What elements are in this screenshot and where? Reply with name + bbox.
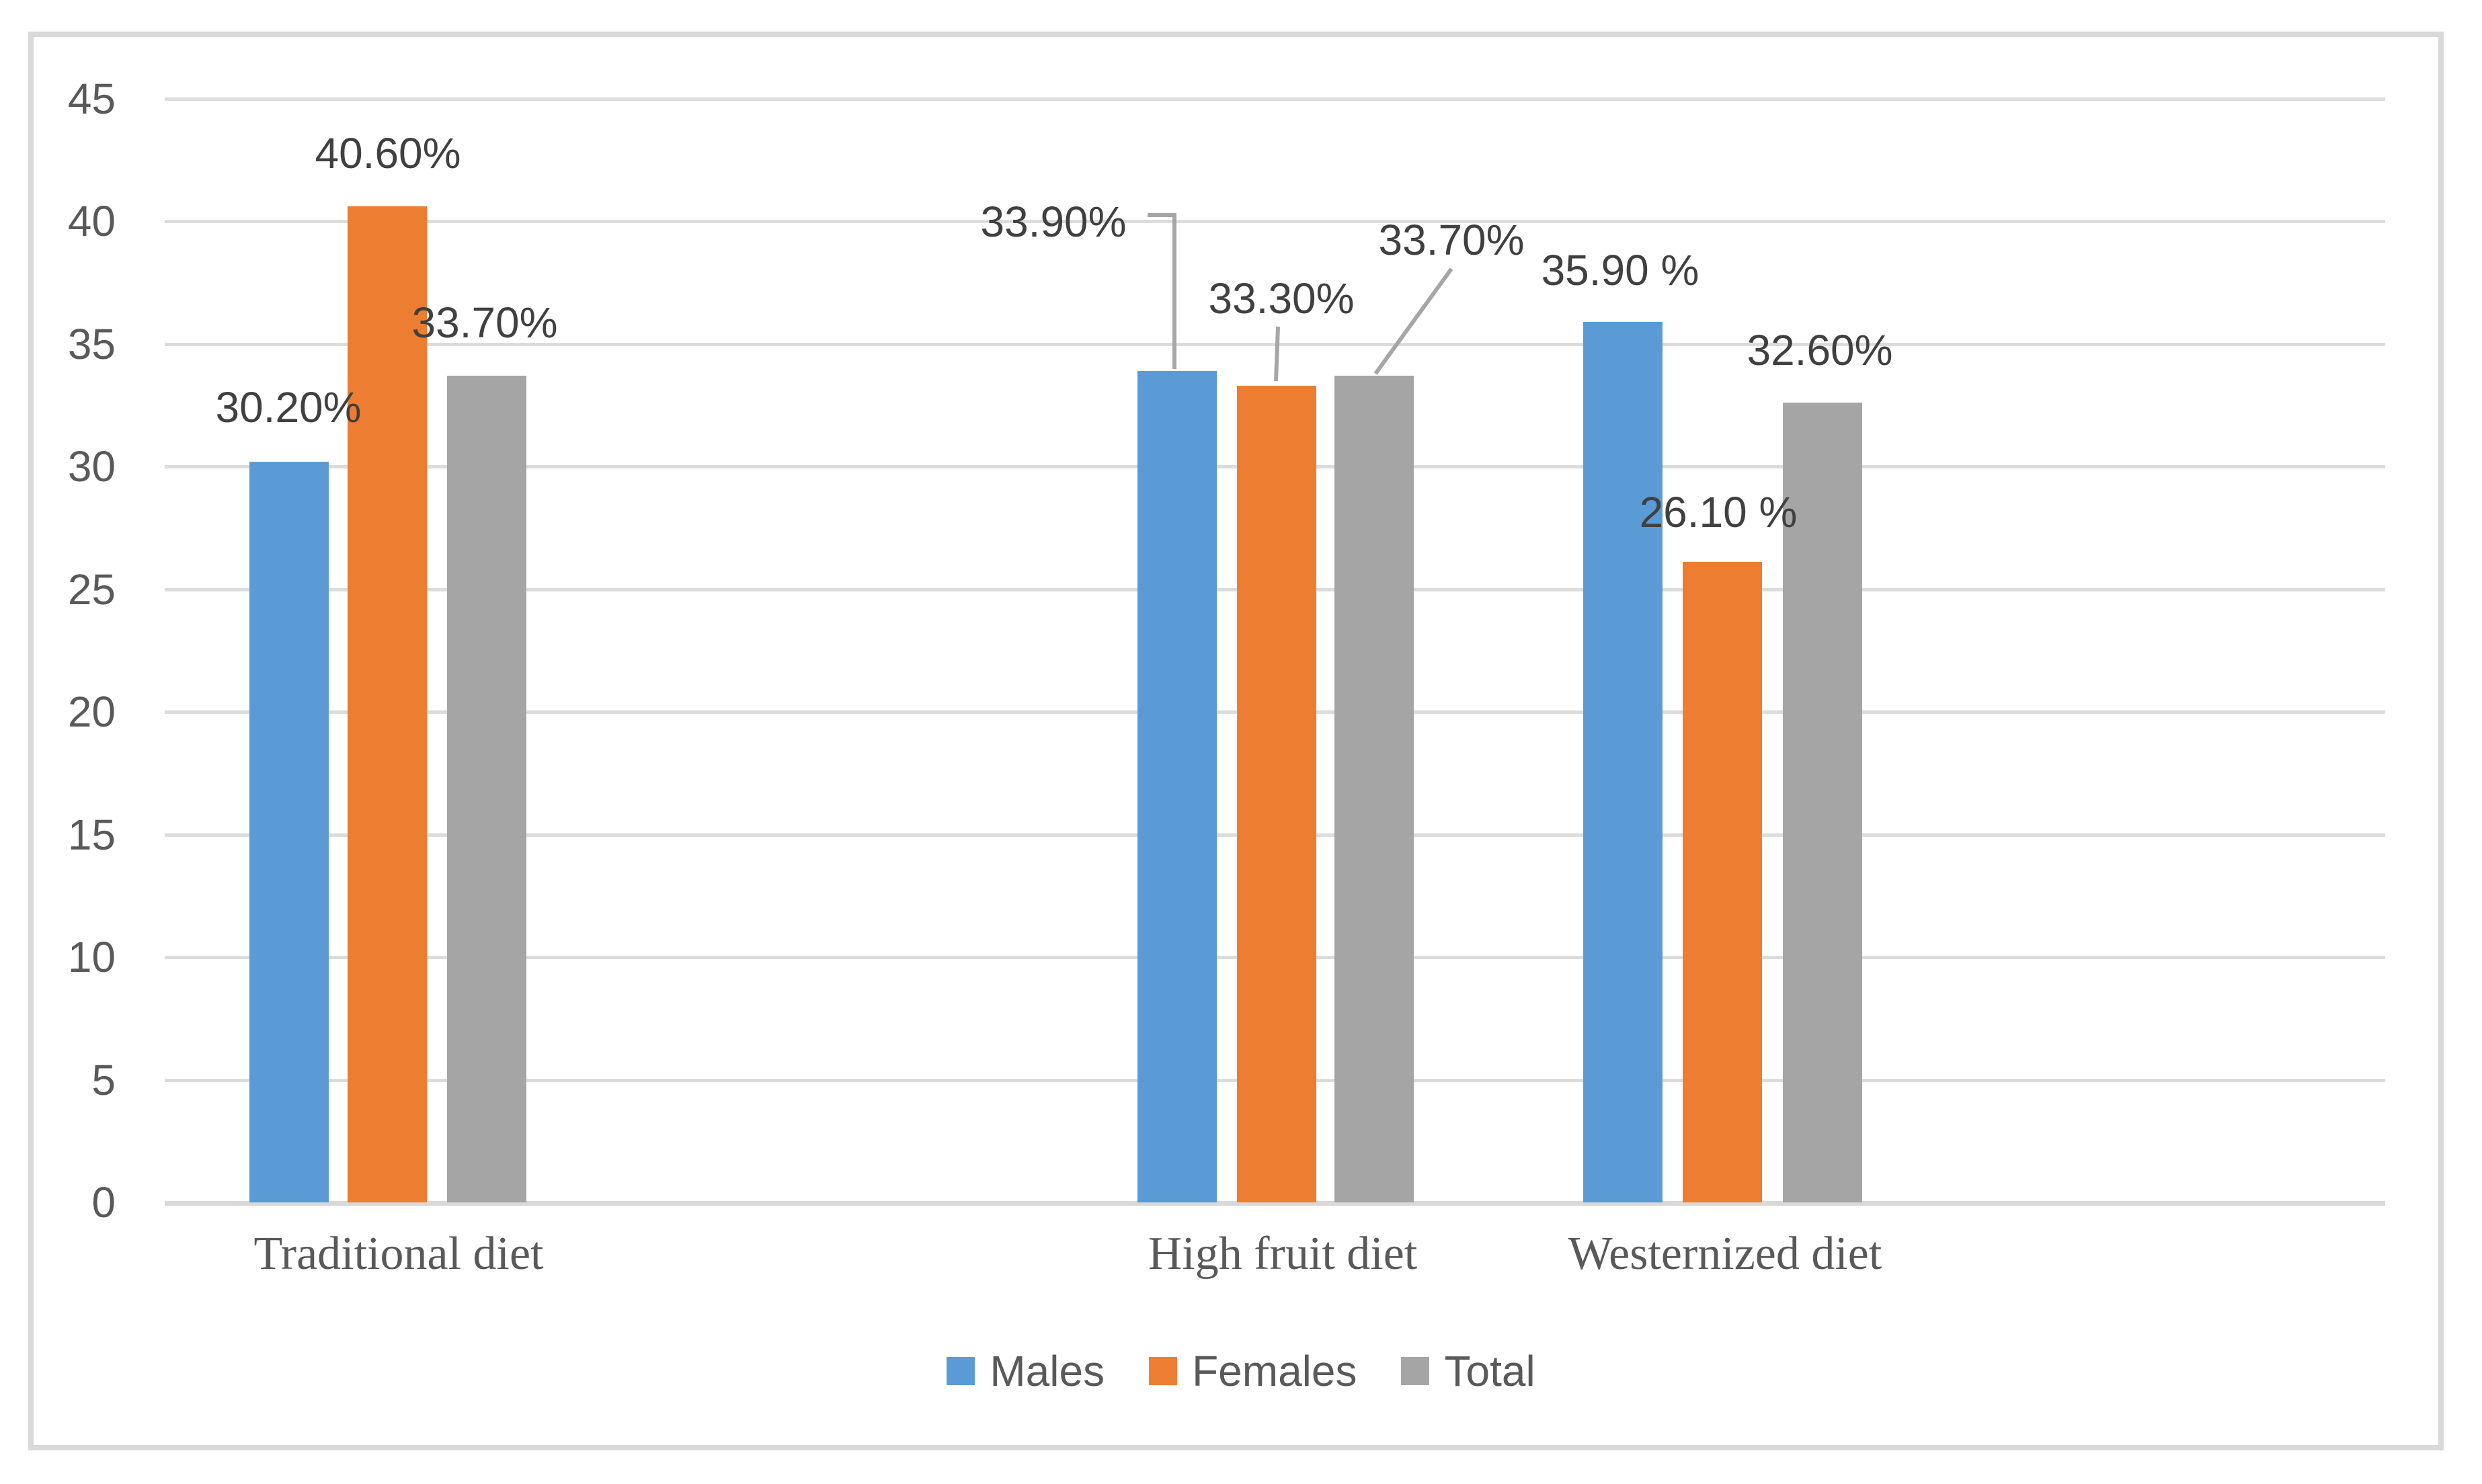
gridline-0	[165, 1201, 2385, 1206]
gridline-45	[165, 97, 2385, 101]
data-label-total-high-fruit-diet: 33.70%	[1378, 216, 1525, 264]
category-label-high-fruit-diet: High fruit diet	[1148, 1228, 1418, 1280]
legend-swatch-total	[1401, 1357, 1430, 1385]
legend-item-total: Total	[1401, 1347, 1535, 1395]
data-label-males-westernized-diet: 35.90 %	[1541, 246, 1699, 294]
legend: Males Females Total	[0, 1347, 2482, 1395]
y-tick-40: 40	[67, 197, 116, 245]
chart-border	[28, 32, 2444, 1450]
legend-item-males: Males	[947, 1347, 1105, 1395]
legend-swatch-males	[947, 1357, 975, 1385]
legend-label-females: Females	[1192, 1347, 1357, 1395]
bar-males-traditional-diet	[249, 461, 329, 1202]
y-tick-10: 10	[67, 933, 116, 981]
legend-swatch-females	[1149, 1357, 1178, 1385]
bar-females-traditional-diet	[348, 206, 427, 1202]
data-label-males-traditional-diet: 30.20%	[215, 383, 362, 431]
data-label-males-high-fruit-diet: 33.90%	[980, 198, 1127, 246]
y-tick-20: 20	[67, 688, 116, 736]
leader-line-2	[1274, 326, 1280, 382]
data-label-females-westernized-diet: 26.10 %	[1639, 488, 1798, 536]
legend-label-males: Males	[990, 1347, 1105, 1395]
leader-line-1	[1148, 213, 1176, 369]
category-label-traditional-diet: Traditional diet	[253, 1228, 544, 1280]
y-tick-35: 35	[67, 319, 116, 368]
bar-males-high-fruit-diet	[1137, 370, 1217, 1202]
bar-total-westernized-diet	[1783, 403, 1862, 1202]
data-label-total-traditional-diet: 33.70%	[411, 298, 558, 347]
legend-label-total: Total	[1444, 1347, 1535, 1395]
bar-males-westernized-diet	[1583, 321, 1663, 1202]
bar-total-traditional-diet	[447, 375, 526, 1202]
data-label-females-high-fruit-diet: 33.30%	[1208, 274, 1355, 323]
category-label-westernized-diet: Westernized diet	[1568, 1228, 1882, 1280]
bar-females-high-fruit-diet	[1237, 385, 1316, 1202]
gridline-40	[165, 220, 2385, 223]
bar-total-high-fruit-diet	[1334, 375, 1414, 1202]
y-tick-15: 15	[67, 810, 116, 859]
bar-females-westernized-diet	[1683, 562, 1762, 1202]
y-tick-45: 45	[67, 74, 116, 123]
legend-item-females: Females	[1149, 1347, 1357, 1395]
gridline-35	[165, 342, 2385, 346]
y-tick-0: 0	[91, 1178, 116, 1227]
data-label-total-westernized-diet: 32.60%	[1747, 326, 1893, 374]
data-label-females-traditional-diet: 40.60%	[315, 129, 461, 177]
y-tick-30: 30	[67, 442, 116, 491]
y-tick-5: 5	[91, 1055, 116, 1104]
y-tick-25: 25	[67, 565, 116, 614]
leader-line-3	[1373, 267, 1453, 375]
